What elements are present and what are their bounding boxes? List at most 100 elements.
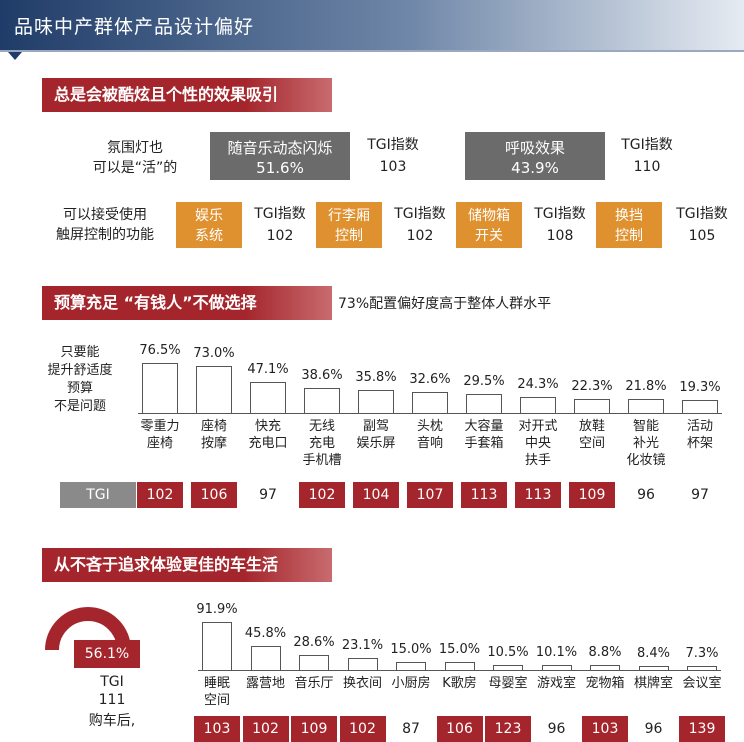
category-label-line: 换衣间 <box>342 676 382 691</box>
row1-label-line1: 氛围灯也 <box>107 140 163 156</box>
touch-tgi-3: TGI指数 108 <box>528 203 592 247</box>
category-label: 母婴室 <box>478 675 538 692</box>
category-label-line: 露营地 <box>245 676 285 691</box>
bar-value-label: 8.4% <box>636 645 671 661</box>
category-label-line: 零重力 <box>140 419 180 434</box>
category-label-line: 副驾 <box>362 419 389 434</box>
category-label-line: 座椅 <box>200 419 227 434</box>
tgi-value: 107 <box>407 482 453 508</box>
bar-value-label: 91.9% <box>196 602 238 618</box>
option-name-line2: 开关 <box>475 228 503 244</box>
tgi-value: 87 <box>402 721 420 737</box>
category-label: 对开式 中央 扶手 <box>508 418 568 469</box>
donut-tgi-group: TGI 111 <box>80 673 144 709</box>
tgi-value: 123 <box>485 716 531 742</box>
tgi-value: 102 <box>299 482 345 508</box>
option-name-line2: 系统 <box>195 228 223 244</box>
category-label: 宠物箱 <box>575 675 635 692</box>
category-label: 无线 充电 手机槽 <box>292 418 352 469</box>
bar-value-label: 32.6% <box>409 371 451 387</box>
bar-value-label: 45.8% <box>244 626 287 642</box>
tgi-group-2: TGI指数 110 <box>612 134 682 178</box>
category-label-line: 头枕 <box>416 419 443 434</box>
bar-value-label: 28.6% <box>293 635 335 651</box>
category-label-line: 棋牌室 <box>633 676 673 691</box>
bar-value-label: 10.1% <box>535 644 578 660</box>
touch-tgi-1: TGI指数 102 <box>248 203 312 247</box>
bar <box>493 664 523 670</box>
bar <box>520 397 556 413</box>
tgi-value: 96 <box>644 721 663 737</box>
option-name-line1: 娱乐 <box>195 208 223 224</box>
bar-value-label: 24.3% <box>517 377 559 393</box>
page-title: 品味中产群体产品设计偏好 <box>14 16 255 38</box>
tgi-value: 113 <box>515 482 561 508</box>
bar <box>304 387 340 413</box>
touch-tgi-4: TGI指数 105 <box>670 203 734 247</box>
bar <box>396 662 426 670</box>
category-label: 露营地 <box>236 675 296 692</box>
touch-option-3: 储物箱 开关 <box>456 202 522 248</box>
tgi-value: 96 <box>637 487 655 503</box>
category-label-line: 游戏室 <box>536 676 576 691</box>
donut-arc <box>45 607 131 651</box>
tgi-label: TGI指数 <box>394 206 446 222</box>
category-label-line: 杯架 <box>686 436 713 451</box>
category-label: 副驾 娱乐屏 <box>346 418 406 452</box>
bar <box>466 393 502 413</box>
category-label-line: 中央 <box>524 436 551 451</box>
side-label-line1: 只要能 <box>60 345 100 360</box>
category-label-line: 充电口 <box>248 436 288 451</box>
bar <box>590 665 620 670</box>
section1-row1-label: 氛围灯也 可以是“活”的 <box>70 138 200 178</box>
title-underline <box>0 50 744 52</box>
tgi-value: 103 <box>379 159 407 175</box>
category-label: 智能 补光 化妆镜 <box>616 418 676 469</box>
donut-value: 56.1% <box>74 640 140 668</box>
bar-value-label: 19.3% <box>679 380 721 396</box>
category-label: 活动 杯架 <box>670 418 730 452</box>
tgi-value: 97 <box>259 487 277 503</box>
bar-value-label: 47.1% <box>247 362 289 378</box>
tgi-label: TGI指数 <box>367 137 419 153</box>
tgi-value: 97 <box>691 487 709 503</box>
category-label-line: 手机槽 <box>302 453 342 468</box>
bar-value-label: 21.8% <box>625 378 667 394</box>
section1-row2-label: 可以接受使用 触屏控制的功能 <box>40 205 170 245</box>
category-label-line: 手套箱 <box>464 436 504 451</box>
tgi-label: TGI指数 <box>621 137 673 153</box>
category-label-line: 智能 <box>632 419 659 434</box>
category-label: 座椅 按摩 <box>184 418 244 452</box>
bar-value-label: 29.5% <box>463 373 505 389</box>
category-label-line: 充电 <box>308 436 335 451</box>
tgi-value: 109 <box>569 482 615 508</box>
category-label-line: 睡眠 <box>203 676 230 691</box>
bar <box>687 666 717 670</box>
tgi-group-1: TGI指数 103 <box>358 134 428 178</box>
side-label-line2: 提升舒适度 <box>47 363 113 378</box>
bar <box>250 646 281 670</box>
section2-note: 73%配置偏好度高于整体人群水平 <box>338 296 552 312</box>
section3-header: 从不吝于追求体验更佳的车生活 <box>42 548 332 582</box>
bar-value-label: 15.0% <box>438 642 481 658</box>
tgi-value: 103 <box>194 716 240 742</box>
bar <box>196 365 232 413</box>
donut-tgi-label: TGI <box>100 674 124 690</box>
category-label-line: 空间 <box>578 436 605 451</box>
tgi-value: 102 <box>406 228 434 244</box>
touch-tgi-2: TGI指数 102 <box>388 203 452 247</box>
category-label-line: 空间 <box>203 693 230 708</box>
bar <box>638 665 669 670</box>
category-label: 睡眠 空间 <box>187 675 247 709</box>
tgi-value: 102 <box>137 482 183 508</box>
tgi-label: TGI指数 <box>254 206 306 222</box>
category-label: K歌房 <box>430 675 490 692</box>
bar-value-label: 73.0% <box>193 345 235 361</box>
category-label-line: 宠物箱 <box>585 676 625 691</box>
bar-value-label: 22.3% <box>571 378 613 394</box>
bar <box>358 389 394 413</box>
option-value: 43.9% <box>511 159 559 177</box>
tgi-label: TGI指数 <box>534 206 586 222</box>
category-label-line: 大容量 <box>464 419 504 434</box>
